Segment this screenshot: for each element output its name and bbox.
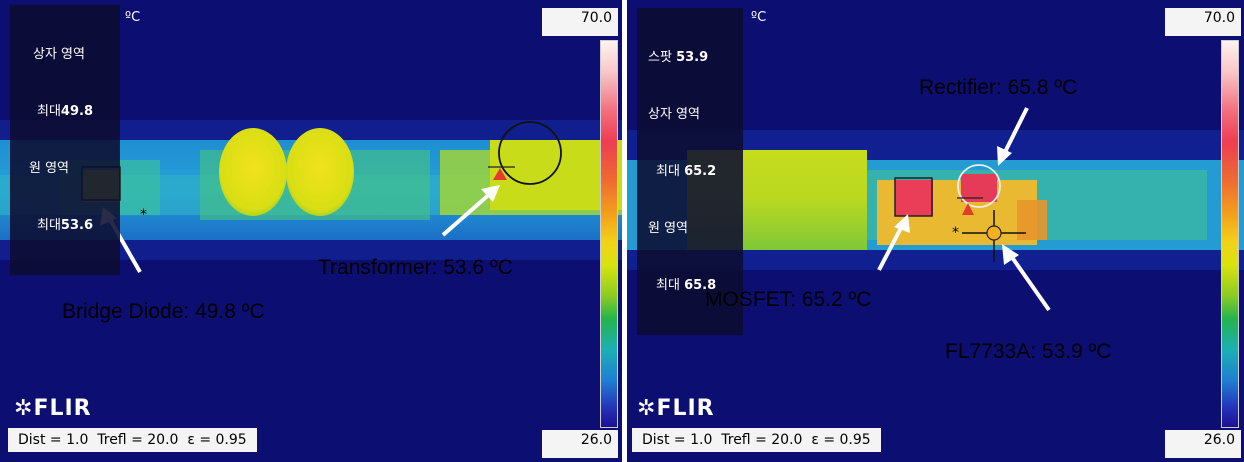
label-bridge-diode: Bridge Diode: 49.8 ºC (62, 300, 265, 323)
svg-text:*: * (952, 225, 959, 241)
measure-circle (498, 121, 562, 185)
svg-text:*: * (140, 207, 147, 223)
readout-line-3: 최대53.6 (37, 218, 93, 233)
scale-min: 26.0 (1165, 430, 1241, 458)
readout-line-2: 원 영역 (29, 161, 70, 176)
readout-line-4: 최대 65.8 (656, 278, 717, 293)
max-marker (493, 168, 507, 180)
readout-line-1: 최대49.8 (37, 104, 93, 119)
readout-box: 상자 영역 최대49.8 원 영역 최대53.6 (10, 5, 120, 275)
label-mosfet: MOSFET: 65.2 ºC (705, 288, 872, 311)
flir-logo: ✲FLIR (14, 396, 92, 421)
measure-box (894, 177, 933, 217)
readout-line-0: 상자 영역 (33, 47, 85, 62)
color-scale-bar (600, 40, 618, 428)
label-rectifier: Rectifier: 65.8 ºC (919, 76, 1078, 99)
mosfet (895, 180, 933, 216)
scale-max: 70.0 (542, 8, 618, 36)
spot-marker (986, 225, 1002, 241)
rectifier (961, 174, 997, 202)
readout-line-0: 스팟 53.9 (648, 50, 709, 65)
unit-label: ºC (751, 10, 767, 25)
readout-box: 스팟 53.9 상자 영역 최대 65.2 원 영역 최대 65.8 (637, 8, 743, 335)
arrow-mosfet (877, 223, 905, 271)
readout-line-3: 원 영역 (648, 221, 689, 236)
measure-circle (957, 164, 1001, 208)
arrow-rectifier (1001, 107, 1029, 157)
arrow-transformer (441, 190, 494, 237)
readout-line-2: 최대 65.2 (656, 164, 717, 179)
scale-min: 26.0 (542, 430, 618, 458)
scale-max: 70.0 (1165, 8, 1241, 36)
color-scale-bar (1221, 40, 1239, 428)
unit-label: ºC (125, 10, 141, 25)
max-marker (962, 203, 974, 215)
thermal-image-right: * 스팟 53.9 상자 영역 최대 65.2 원 영역 최대 65.8 ºC … (627, 0, 1244, 462)
label-transformer: Transformer: 53.6 ºC (318, 256, 513, 279)
param-footer: Dist = 1.0 Trefl = 20.0 ε = 0.95 (8, 428, 257, 452)
flir-logo: ✲FLIR (637, 396, 715, 421)
readout-line-1: 상자 영역 (648, 107, 700, 122)
arrow-fl7733a (1007, 251, 1051, 312)
thermal-image-left: * 상자 영역 최대49.8 원 영역 최대53.6 ºC 70.0 26.0 … (0, 0, 622, 462)
capacitor-2 (286, 128, 354, 216)
param-footer: Dist = 1.0 Trefl = 20.0 ε = 0.95 (632, 428, 881, 452)
label-fl7733a: FL7733A: 53.9 ºC (945, 340, 1112, 363)
capacitor-1 (219, 128, 287, 216)
